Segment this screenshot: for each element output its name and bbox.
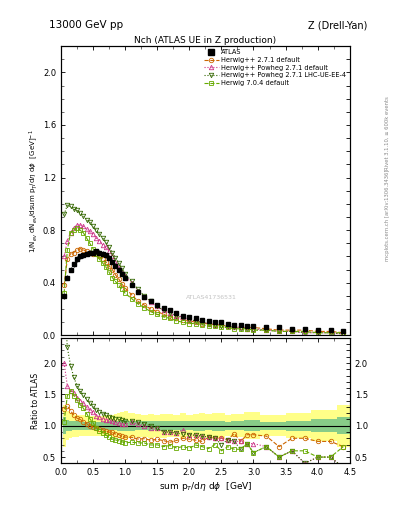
Legend: ATLAS, Herwig++ 2.7.1 default, Herwig++ Powheg 2.7.1 default, Herwig++ Powheg 2.: ATLAS, Herwig++ 2.7.1 default, Herwig++ …	[203, 48, 348, 88]
Text: mcplots.cern.ch [arXiv:1306.3436]: mcplots.cern.ch [arXiv:1306.3436]	[385, 169, 389, 261]
Y-axis label: Ratio to ATLAS: Ratio to ATLAS	[31, 373, 40, 429]
Text: 13000 GeV pp: 13000 GeV pp	[50, 20, 123, 31]
Text: Z (Drell-Yan): Z (Drell-Yan)	[308, 20, 368, 31]
Y-axis label: 1/N$_{ev}$ dN$_{ev}$/dsum p$_T$/d$\eta$ d$\phi$  [GeV]$^{-1}$: 1/N$_{ev}$ dN$_{ev}$/dsum p$_T$/d$\eta$ …	[27, 129, 40, 252]
Title: Nch (ATLAS UE in Z production): Nch (ATLAS UE in Z production)	[134, 36, 276, 45]
Text: ATLAS41736531: ATLAS41736531	[185, 295, 237, 300]
Text: Rivet 3.1.10, ≥ 600k events: Rivet 3.1.10, ≥ 600k events	[385, 96, 389, 170]
X-axis label: sum p$_T$/d$\eta$ d$\phi$  [GeV]: sum p$_T$/d$\eta$ d$\phi$ [GeV]	[159, 480, 252, 493]
